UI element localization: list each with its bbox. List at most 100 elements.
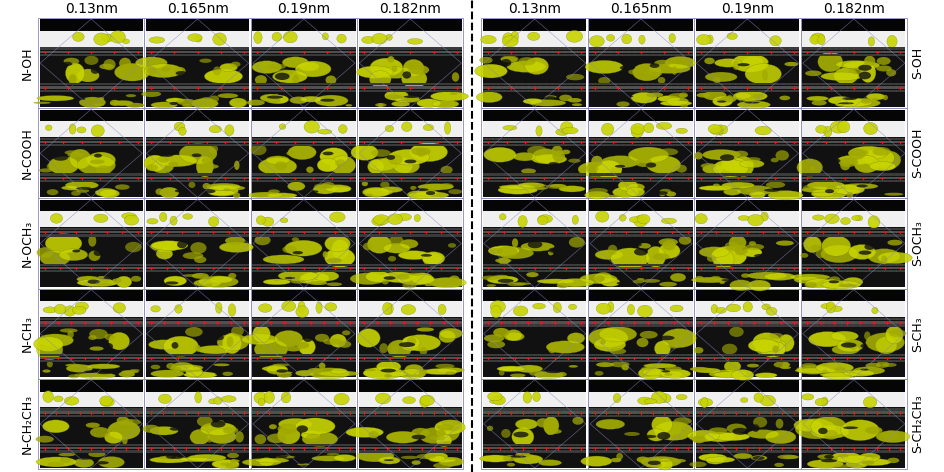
Ellipse shape [571,215,578,224]
Ellipse shape [699,185,732,191]
Ellipse shape [275,161,287,170]
Ellipse shape [827,158,839,163]
Ellipse shape [179,457,211,462]
Ellipse shape [59,329,77,333]
Ellipse shape [282,57,308,68]
Ellipse shape [229,98,246,108]
Ellipse shape [841,97,856,100]
Ellipse shape [863,331,869,340]
Ellipse shape [322,33,329,40]
Bar [482,92,586,107]
Ellipse shape [502,33,513,43]
Ellipse shape [881,430,898,441]
Ellipse shape [859,63,875,83]
Ellipse shape [451,72,459,82]
Ellipse shape [497,257,509,265]
Bar [482,450,586,453]
Ellipse shape [54,396,63,402]
Bar [801,270,904,272]
Text: S-COOH: S-COOH [910,128,923,178]
Ellipse shape [548,162,558,165]
Ellipse shape [97,276,105,278]
Ellipse shape [104,276,117,279]
Ellipse shape [252,325,270,343]
Ellipse shape [698,454,726,461]
Bar [482,412,586,414]
Ellipse shape [381,272,414,283]
Ellipse shape [885,69,895,76]
Ellipse shape [532,149,558,163]
Ellipse shape [568,237,584,248]
Bar [801,444,904,447]
Ellipse shape [383,276,396,280]
Ellipse shape [647,429,665,441]
Ellipse shape [174,365,203,371]
Ellipse shape [696,93,710,98]
Ellipse shape [146,164,158,171]
Ellipse shape [669,305,683,312]
Ellipse shape [151,102,177,108]
Bar [40,211,143,227]
Ellipse shape [404,160,416,163]
Ellipse shape [764,273,794,280]
Bar [800,108,906,198]
Ellipse shape [395,97,419,102]
Bar [589,318,692,320]
Bar [145,19,249,107]
Ellipse shape [865,333,903,352]
Ellipse shape [665,56,695,69]
Ellipse shape [616,96,632,98]
Bar [40,354,143,356]
Ellipse shape [486,284,496,287]
Ellipse shape [356,66,393,78]
Ellipse shape [498,214,506,220]
Bar [358,264,462,266]
Ellipse shape [99,64,113,69]
Ellipse shape [619,460,635,463]
Ellipse shape [254,434,266,444]
Bar [358,121,462,137]
Bar [695,267,799,269]
Bar [145,290,249,377]
Ellipse shape [105,431,123,444]
Ellipse shape [401,340,418,351]
Ellipse shape [170,456,182,459]
Ellipse shape [751,93,764,99]
Bar [40,380,143,392]
Ellipse shape [412,460,420,465]
Ellipse shape [151,241,188,251]
Bar [40,231,143,233]
Bar [589,56,692,82]
Ellipse shape [617,180,637,191]
Ellipse shape [752,417,767,428]
Ellipse shape [806,181,844,190]
Bar [358,51,462,53]
Ellipse shape [65,364,81,367]
Bar [589,444,692,447]
Ellipse shape [338,125,346,134]
Bar [695,412,799,414]
Bar [252,412,355,414]
Bar [482,211,586,227]
Ellipse shape [688,462,706,467]
Ellipse shape [91,67,99,74]
Ellipse shape [853,155,878,173]
Ellipse shape [435,364,454,369]
Ellipse shape [449,92,457,95]
Ellipse shape [174,67,185,75]
Ellipse shape [194,256,206,263]
Bar [801,211,904,227]
Ellipse shape [513,306,528,316]
Bar [801,90,904,92]
Ellipse shape [408,192,448,199]
Bar [145,110,249,197]
Ellipse shape [439,183,453,189]
Ellipse shape [721,97,733,101]
Ellipse shape [748,241,755,245]
Ellipse shape [642,279,660,283]
Bar [481,288,587,379]
Ellipse shape [600,123,613,135]
Bar [252,417,355,443]
Ellipse shape [534,187,548,190]
Ellipse shape [643,363,676,368]
